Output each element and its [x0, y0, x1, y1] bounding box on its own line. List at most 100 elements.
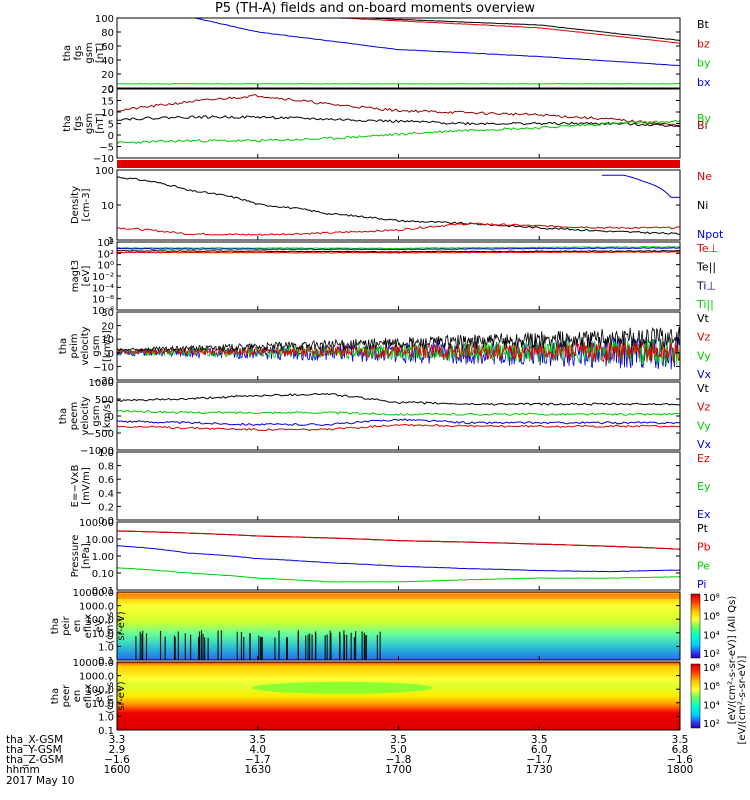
panel-4-ylabel: magt3 — [70, 260, 81, 293]
panel-0-ylabel: gsm — [84, 42, 95, 63]
panel-10-ytick-label: 1.0 — [98, 712, 114, 723]
panel-1-ytick-label: 0 — [108, 131, 114, 142]
series-Ne-line — [116, 222, 680, 236]
panel-3-ytick-label: 100 — [95, 166, 114, 177]
panel-1-ytick-label: 10 — [101, 108, 114, 119]
legend-4-3: Ti|| — [696, 298, 714, 311]
panel-8-ytick-label: 0.10 — [92, 569, 114, 580]
panel-8-ylabel: Pressure — [70, 535, 81, 578]
legend-5-1: Vz — [697, 331, 711, 344]
panel-1-ytick-label: 20 — [101, 85, 114, 96]
panel-6-ylabel: [km/s] — [102, 400, 113, 432]
panel-5-ylabel: [km/s] — [102, 330, 113, 362]
panel-0-ytick-label: 40 — [101, 56, 114, 67]
panel-0-ytick-label: 20 — [101, 70, 114, 81]
panel-10-ytick-label: 10000.0 — [73, 658, 114, 669]
panel-3-ytick-label: 1 — [108, 236, 114, 247]
xaxis-x-gsm-value: 3.5 — [390, 734, 407, 746]
panel-5-ylabel: tha — [58, 338, 69, 354]
panel-9-ytick-label: 1.0 — [98, 642, 114, 653]
panel-10-ytick-label: 1000.0 — [79, 672, 114, 683]
electron-spectrogram-feature — [252, 681, 433, 694]
legend-0-0: Bt — [697, 18, 710, 31]
legend-8-0: Pt — [697, 522, 709, 535]
panel-0-ytick-label: 100 — [95, 14, 114, 25]
legend-1-1: Bi — [697, 119, 708, 132]
panel-0-ylabel: [nT] — [95, 43, 106, 63]
panel-7-frame — [116, 451, 681, 521]
legend-8-3: Pi — [697, 578, 706, 591]
panel-9-ylabel: (cm²-s- — [105, 608, 116, 644]
series-b-black-line — [116, 115, 681, 128]
legend-4-0: Te⊥ — [696, 242, 718, 255]
panel-5-ylabel: gsm — [91, 335, 102, 356]
panel-7-ylabel: [mV/m] — [81, 467, 92, 505]
panel-9-ytick-label: 1000.0 — [79, 602, 114, 613]
panel-7-ytick-label: 0.6 — [98, 475, 114, 486]
cbar-el-tick-label: 10² — [703, 719, 720, 730]
series-e-Vx-line — [116, 418, 681, 427]
panel-0-frame — [116, 17, 681, 89]
ion-spectrogram-top-band — [117, 594, 680, 599]
panel-7-ytick-label: 1.0 — [98, 448, 114, 459]
panel-4-ytick-label: 10⁻² — [92, 272, 114, 283]
xaxis-x-gsm-value: 3.5 — [672, 734, 689, 746]
xaxis-row-label: hhmm — [6, 764, 40, 776]
panel-6-frame — [116, 381, 681, 451]
panel-5-ylabel: peim — [69, 333, 80, 358]
legend-4-1: Te|| — [696, 261, 716, 274]
series-b-green-line — [116, 119, 681, 145]
panel-6-ylabel: velocity — [80, 396, 91, 435]
colorbar-unit-label: [eV/(cm²-s-sr-eV)] (All Qs) — [727, 596, 738, 725]
ion-spectrogram — [117, 592, 680, 660]
series-Pb-line — [117, 530, 681, 550]
panel-7-ytick-label: 0.8 — [98, 462, 114, 473]
cbar-ion — [690, 593, 701, 659]
panel-9-ylabel: eV — [94, 619, 105, 632]
xaxis-row-label: 2017 May 10 — [6, 775, 74, 787]
xaxis-row-label: tha_X-GSM — [6, 734, 63, 746]
legend-7-0: Ez — [697, 452, 710, 465]
series-e-Vt-line — [116, 393, 681, 406]
legend-6-0: Vt — [697, 382, 710, 395]
legend-8-1: Pb — [697, 541, 711, 554]
panel-9-ylabel: en — [72, 620, 83, 633]
panel-5-ytick-label: 30 — [101, 308, 114, 319]
panel-8-ylabel: [nPa] — [81, 543, 92, 569]
series-Pi-line — [116, 545, 681, 573]
panel-5-ytick-label: 20 — [101, 322, 114, 333]
panel-4-ytick-label: 10⁻⁶ — [92, 295, 114, 306]
series-temp-black-line — [116, 249, 681, 253]
xaxis-y-gsm-value: 2.9 — [109, 744, 126, 756]
panel-7-ytick-label: 0.4 — [98, 489, 114, 500]
series-b-dark-red-line — [116, 94, 681, 128]
panel-10-ylabel: eflux — [83, 684, 94, 709]
cbar-ion-tick-label: 10⁶ — [703, 612, 720, 623]
xaxis-y-gsm-value: 6.0 — [531, 744, 548, 756]
panel-7-ylabel: E=−VxB — [70, 465, 81, 508]
panel-4-ylabel: [eV] — [81, 266, 92, 287]
panel-3-frame — [116, 169, 681, 241]
legend-6-1: Vz — [697, 401, 711, 414]
legend-0-2: by — [697, 57, 711, 70]
electron-spectrogram — [117, 662, 680, 730]
panel-5-ylabel: velocity — [80, 326, 91, 365]
xaxis-hhmm-value: 1800 — [667, 764, 694, 776]
panel-0-ytick-label: 80 — [101, 28, 114, 39]
xaxis-hhmm-value: 1700 — [385, 764, 412, 776]
series-e-Vz-line — [116, 423, 681, 432]
panel-10-ylabel: (cm²-s- — [105, 678, 116, 714]
panel-9-ytick-label: 100.0 — [85, 615, 114, 626]
panel-9-ylabel: tha — [50, 618, 61, 634]
legend-8-2: Pe — [697, 559, 710, 572]
legend-0-3: bx — [697, 76, 711, 89]
xaxis-x-gsm-value: 3.5 — [249, 734, 266, 746]
cbar-ion-tick-label: 10⁴ — [703, 630, 720, 641]
panel-6-ytick-label: −500 — [87, 429, 114, 440]
panel-1-ylabel: tha — [62, 115, 73, 131]
legend-5-0: Vt — [697, 312, 710, 325]
panel-1-ytick-label: −10 — [93, 154, 114, 165]
panel-10-ylabel: peer — [61, 684, 72, 708]
panel-8-ytick-label: 10.00 — [85, 535, 114, 546]
cbar-el — [690, 663, 701, 729]
